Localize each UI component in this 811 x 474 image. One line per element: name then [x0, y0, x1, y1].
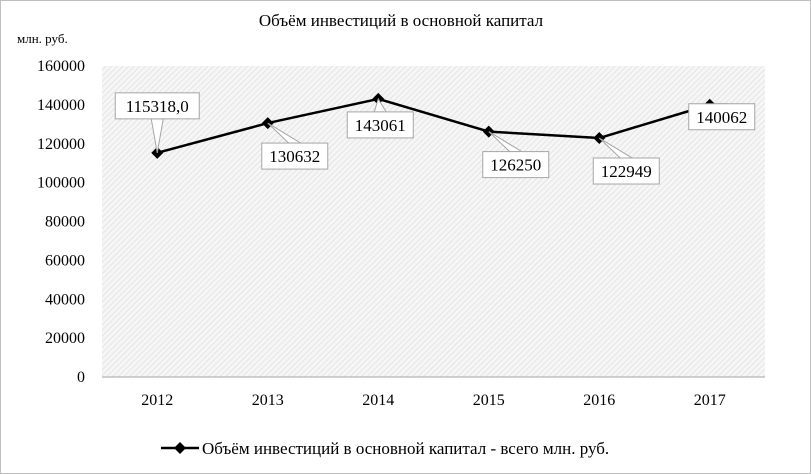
- y-axis-ticks: 0 20000 40000 60000 80000 100000 120000 140000 1…: [37, 58, 85, 386]
- x-tick-label: 2016: [583, 392, 615, 409]
- legend-label: Объём инвестиций в основной капитал - вс…: [202, 439, 609, 458]
- legend-marker: [174, 442, 186, 454]
- y-tick-label: 140000: [37, 97, 85, 114]
- y-tick-label: 160000: [37, 58, 85, 75]
- y-tick-label: 40000: [45, 291, 85, 308]
- data-label-box: [261, 142, 329, 170]
- data-label: 130632: [269, 147, 320, 166]
- data-label: 122949: [601, 162, 652, 181]
- y-tick-label: 0: [77, 369, 85, 386]
- data-label-callout: 140062: [688, 103, 756, 131]
- legend: Объём инвестиций в основной капитал - вс…: [161, 439, 609, 458]
- data-label: 126250: [490, 156, 541, 175]
- data-label-box: [592, 157, 660, 185]
- x-tick-label: 2017: [694, 392, 726, 409]
- data-label-callout: 122949: [592, 137, 660, 185]
- data-label-callout: 126250: [482, 131, 550, 179]
- data-labels-layer: 115318,0 130632 143061 126250 122949 140062: [114, 92, 756, 185]
- y-tick-label: 100000: [37, 175, 85, 192]
- y-tick-label: 20000: [45, 330, 85, 347]
- data-label-box: [346, 111, 414, 139]
- data-label: 143061: [355, 116, 406, 135]
- chart-title: Объём инвестиций в основной капитал: [259, 11, 544, 30]
- x-axis-ticks: 2012 2013 2014 2015 2016 2017: [141, 392, 726, 409]
- y-tick-label: 60000: [45, 252, 85, 269]
- x-tick-label: 2013: [252, 392, 284, 409]
- data-label-callout: 115318,0: [114, 92, 200, 153]
- data-label-callout: 130632: [261, 122, 329, 170]
- x-tick-label: 2015: [473, 392, 505, 409]
- data-label-callout: 143061: [346, 97, 414, 139]
- data-label-box: [688, 103, 756, 131]
- x-tick-label: 2014: [362, 392, 394, 409]
- y-tick-label: 80000: [45, 214, 85, 231]
- y-tick-label: 120000: [37, 136, 85, 153]
- y-axis-unit-label: млн. руб.: [17, 31, 68, 46]
- data-label-box: [114, 92, 200, 120]
- data-label-box: [482, 151, 550, 179]
- data-label: 115318,0: [126, 97, 189, 116]
- data-label: 140062: [696, 108, 747, 127]
- series-line: [156, 97, 711, 155]
- plot-area-background: [102, 66, 765, 377]
- x-tick-label: 2012: [141, 392, 173, 409]
